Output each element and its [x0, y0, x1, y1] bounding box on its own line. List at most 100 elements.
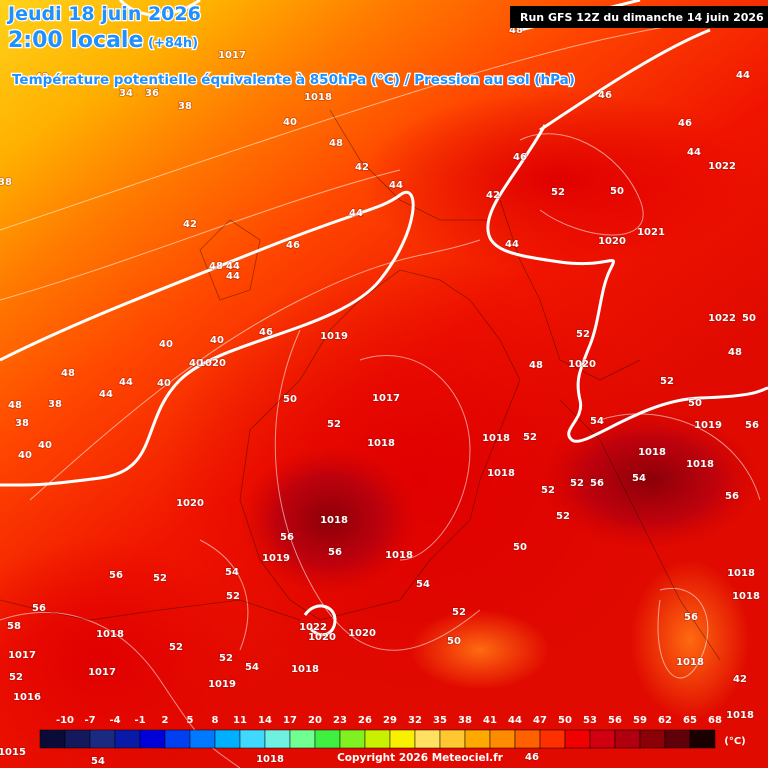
contour-label: 1018 — [96, 629, 124, 640]
contour-label: 52 — [523, 432, 537, 443]
scale-label: 68 — [708, 715, 722, 726]
contour-label: 1018 — [676, 657, 704, 668]
contour-label: 52 — [541, 485, 555, 496]
scale-swatch — [439, 729, 466, 749]
scale-label: -4 — [109, 715, 120, 726]
scale-swatch — [414, 729, 441, 749]
scale-label: 65 — [683, 715, 697, 726]
contour-label: 42 — [355, 162, 369, 173]
contour-label: 1022 — [299, 622, 327, 633]
contour-label: 1020 — [198, 358, 226, 369]
contour-label: 38 — [0, 177, 12, 188]
contour-label: 52 — [576, 329, 590, 340]
scale-label: 11 — [233, 715, 247, 726]
contour-label: 44 — [687, 147, 701, 158]
scale-label: -7 — [84, 715, 95, 726]
scale-swatch — [364, 729, 391, 749]
contour-label: 58 — [7, 621, 21, 632]
scale-swatch — [539, 729, 566, 749]
contour-label: 1018 — [304, 92, 332, 103]
contour-label: 56 — [590, 478, 604, 489]
contour-label: 54 — [632, 473, 646, 484]
scale-swatch — [689, 729, 716, 749]
contour-label: 40 — [157, 378, 171, 389]
contour-label: 46 — [525, 752, 539, 763]
contour-label: 56 — [684, 612, 698, 623]
contour-label: 38 — [178, 101, 192, 112]
scale-swatch — [389, 729, 416, 749]
scale-label: 35 — [433, 715, 447, 726]
scale-unit: (°C) — [724, 736, 745, 747]
contour-label: 1020 — [176, 498, 204, 509]
contour-label: 1018 — [727, 568, 755, 579]
contour-label: 50 — [447, 636, 461, 647]
contour-label: 56 — [328, 547, 342, 558]
contour-label: 56 — [32, 603, 46, 614]
contour-label: 1018 — [367, 438, 395, 449]
scale-swatch — [564, 729, 591, 749]
scale-label: 20 — [308, 715, 322, 726]
contour-label: 54 — [245, 662, 259, 673]
scale-label: 14 — [258, 715, 272, 726]
contour-label: 48 — [209, 261, 223, 272]
scale-label: 59 — [633, 715, 647, 726]
contour-label: 40 — [210, 335, 224, 346]
scale-swatch — [664, 729, 691, 749]
contour-label: 46 — [286, 240, 300, 251]
hot-area — [540, 410, 760, 550]
scale-label: 29 — [383, 715, 397, 726]
contour-label: 54 — [416, 579, 430, 590]
contour-label: 1016 — [13, 692, 41, 703]
hot-area — [240, 445, 420, 595]
contour-label: 38 — [48, 399, 62, 410]
contour-label: 50 — [283, 394, 297, 405]
run-box — [510, 6, 768, 28]
contour-label: 40 — [159, 339, 173, 350]
contour-label: 1020 — [568, 359, 596, 370]
scale-label: 62 — [658, 715, 672, 726]
forecast-date: Jeudi 18 juin 2026 — [6, 3, 201, 25]
contour-label: 52 — [327, 419, 341, 430]
scale-swatch — [639, 729, 666, 749]
contour-label: 40 — [38, 440, 52, 451]
forecast-lead: (+84h) — [148, 36, 198, 51]
contour-label: 44 — [99, 389, 113, 400]
scale-swatch — [589, 729, 616, 749]
scale-swatch — [164, 729, 191, 749]
scale-label: -1 — [134, 715, 145, 726]
warm-area — [360, 90, 760, 270]
scale-swatch — [89, 729, 116, 749]
contour-label: 1020 — [308, 632, 336, 643]
contour-label: 1018 — [291, 664, 319, 675]
contour-label: 50 — [610, 186, 624, 197]
contour-label: 50 — [513, 542, 527, 553]
scale-swatch — [489, 729, 516, 749]
scale-label: 8 — [212, 715, 219, 726]
contour-label: 42 — [183, 219, 197, 230]
contour-label: 52 — [551, 187, 565, 198]
scale-label: 53 — [583, 715, 597, 726]
contour-label: 52 — [452, 607, 466, 618]
cool-area — [410, 610, 550, 690]
contour-label: 54 — [91, 756, 105, 767]
scale-label: 17 — [283, 715, 297, 726]
scale-swatch — [114, 729, 141, 749]
contour-label: 54 — [590, 416, 604, 427]
contour-label: 56 — [109, 570, 123, 581]
contour-label: 1022 — [708, 313, 736, 324]
scale-swatch — [314, 729, 341, 749]
contour-label: 40 — [189, 358, 203, 369]
contour-label: 1018 — [256, 754, 284, 765]
contour-label: 1015 — [0, 747, 26, 758]
contour-label: 46 — [598, 90, 612, 101]
contour-label: 1019 — [320, 331, 348, 342]
contour-label: 52 — [153, 573, 167, 584]
scale-swatch — [514, 729, 541, 749]
contour-label: 1018 — [686, 459, 714, 470]
contour-label: 44 — [736, 70, 750, 81]
warm-area — [160, 260, 680, 700]
contour-label: 44 — [226, 261, 240, 272]
contour-label: 1019 — [694, 420, 722, 431]
scale-label: 44 — [508, 715, 522, 726]
